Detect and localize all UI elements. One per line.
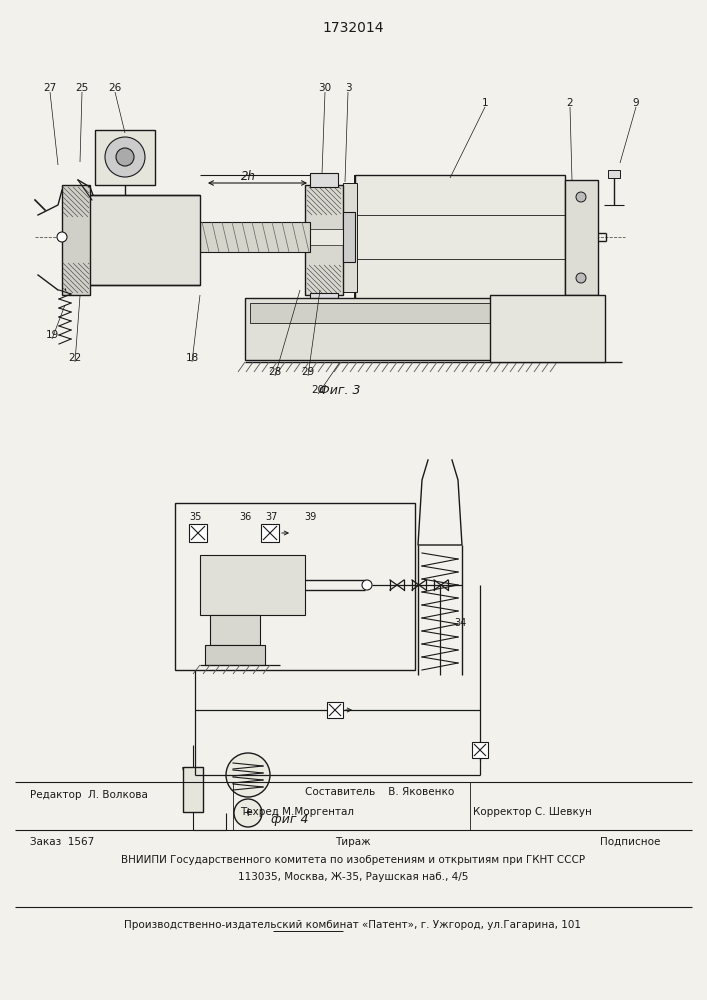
Circle shape — [226, 753, 270, 797]
Text: 30: 30 — [318, 83, 332, 93]
Text: 22: 22 — [69, 353, 81, 363]
Bar — [310, 293, 338, 307]
Bar — [88, 195, 200, 285]
Text: 19: 19 — [45, 330, 59, 340]
Bar — [343, 212, 355, 262]
Bar — [189, 524, 207, 542]
Bar — [565, 180, 598, 295]
Text: 113035, Москва, Ж-35, Раушская наб., 4/5: 113035, Москва, Ж-35, Раушская наб., 4/5 — [238, 872, 468, 882]
Text: 34: 34 — [454, 618, 466, 628]
Text: 25: 25 — [76, 83, 88, 93]
Text: 35: 35 — [189, 512, 202, 522]
Bar — [90, 222, 310, 252]
Bar — [490, 295, 605, 362]
Text: 39: 39 — [304, 512, 316, 522]
Bar — [305, 229, 343, 245]
Circle shape — [362, 580, 372, 590]
Text: 9: 9 — [633, 98, 639, 108]
Text: Редактор  Л. Волкова: Редактор Л. Волкова — [30, 790, 148, 800]
Bar — [62, 185, 90, 295]
Text: Фиг. 3: Фиг. 3 — [320, 383, 361, 396]
Text: 26: 26 — [108, 83, 122, 93]
Text: 3: 3 — [345, 83, 351, 93]
Text: фиг 4: фиг 4 — [271, 814, 309, 826]
Bar — [355, 175, 565, 300]
Bar — [205, 645, 265, 665]
Text: +: + — [243, 806, 253, 820]
Text: 27: 27 — [43, 83, 57, 93]
Bar — [261, 524, 279, 542]
Text: 2: 2 — [567, 98, 573, 108]
Bar — [327, 702, 343, 718]
Text: Техред М.Моргентал: Техред М.Моргентал — [240, 807, 354, 817]
Text: 1732014: 1732014 — [322, 21, 384, 35]
Bar — [608, 170, 620, 178]
Text: 2h: 2h — [240, 170, 255, 184]
Text: 20: 20 — [312, 385, 325, 395]
Text: Составитель    В. Яковенко: Составитель В. Яковенко — [305, 787, 455, 797]
Bar — [305, 185, 343, 295]
Circle shape — [234, 799, 262, 827]
Bar — [245, 298, 502, 360]
Bar — [250, 303, 497, 323]
Bar — [183, 767, 203, 812]
Bar — [472, 742, 488, 758]
Text: Тираж: Тираж — [335, 837, 370, 847]
Text: 29: 29 — [301, 367, 315, 377]
Text: Производственно-издательский комбинат «Патент», г. Ужгород, ул.Гагарина, 101: Производственно-издательский комбинат «П… — [124, 920, 581, 930]
Text: 36: 36 — [239, 512, 251, 522]
Bar — [200, 555, 305, 615]
Bar — [175, 503, 415, 670]
Circle shape — [116, 148, 134, 166]
Bar — [343, 183, 357, 292]
Text: 1: 1 — [481, 98, 489, 108]
Text: Заказ  1567: Заказ 1567 — [30, 837, 94, 847]
Circle shape — [57, 232, 67, 242]
Text: Корректор С. Шевкун: Корректор С. Шевкун — [473, 807, 592, 817]
Circle shape — [105, 137, 145, 177]
Bar — [95, 130, 155, 185]
Text: 37: 37 — [266, 512, 278, 522]
Bar — [310, 173, 338, 187]
Text: ВНИИПИ Государственного комитета по изобретениям и открытиям при ГКНТ СССР: ВНИИПИ Государственного комитета по изоб… — [121, 855, 585, 865]
Text: 28: 28 — [269, 367, 281, 377]
Text: 18: 18 — [185, 353, 199, 363]
Circle shape — [576, 273, 586, 283]
Bar — [210, 615, 260, 645]
Text: Подписное: Подписное — [600, 837, 660, 847]
Circle shape — [576, 192, 586, 202]
